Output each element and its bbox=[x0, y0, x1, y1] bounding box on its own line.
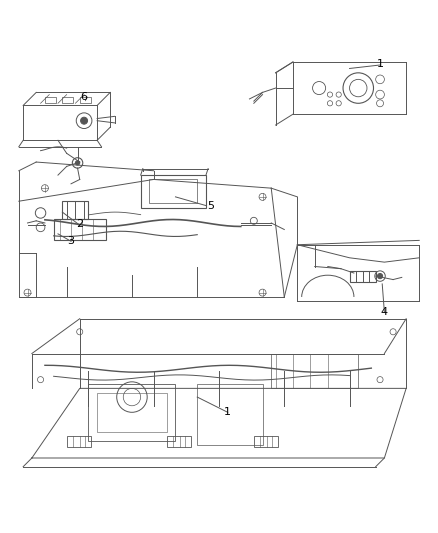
Text: 3: 3 bbox=[67, 236, 74, 246]
Bar bbox=[67, 436, 91, 447]
Bar bbox=[271, 353, 358, 389]
Bar bbox=[53, 219, 106, 240]
Bar bbox=[45, 97, 56, 103]
Bar bbox=[197, 384, 262, 445]
Text: 6: 6 bbox=[81, 92, 88, 102]
Text: 5: 5 bbox=[207, 200, 214, 211]
Bar bbox=[350, 271, 376, 282]
Circle shape bbox=[75, 161, 80, 165]
Bar bbox=[149, 180, 197, 204]
Bar bbox=[97, 393, 167, 432]
Text: 2: 2 bbox=[76, 219, 83, 229]
Bar bbox=[88, 384, 176, 441]
Bar bbox=[62, 201, 88, 219]
Bar bbox=[141, 175, 206, 208]
Bar bbox=[167, 436, 191, 447]
Text: 1: 1 bbox=[377, 59, 384, 69]
Circle shape bbox=[81, 117, 88, 124]
Circle shape bbox=[378, 273, 383, 279]
Bar bbox=[254, 436, 278, 447]
Bar bbox=[80, 97, 91, 103]
Bar bbox=[62, 97, 73, 103]
Text: 1: 1 bbox=[224, 407, 231, 417]
Text: 4: 4 bbox=[381, 307, 388, 317]
